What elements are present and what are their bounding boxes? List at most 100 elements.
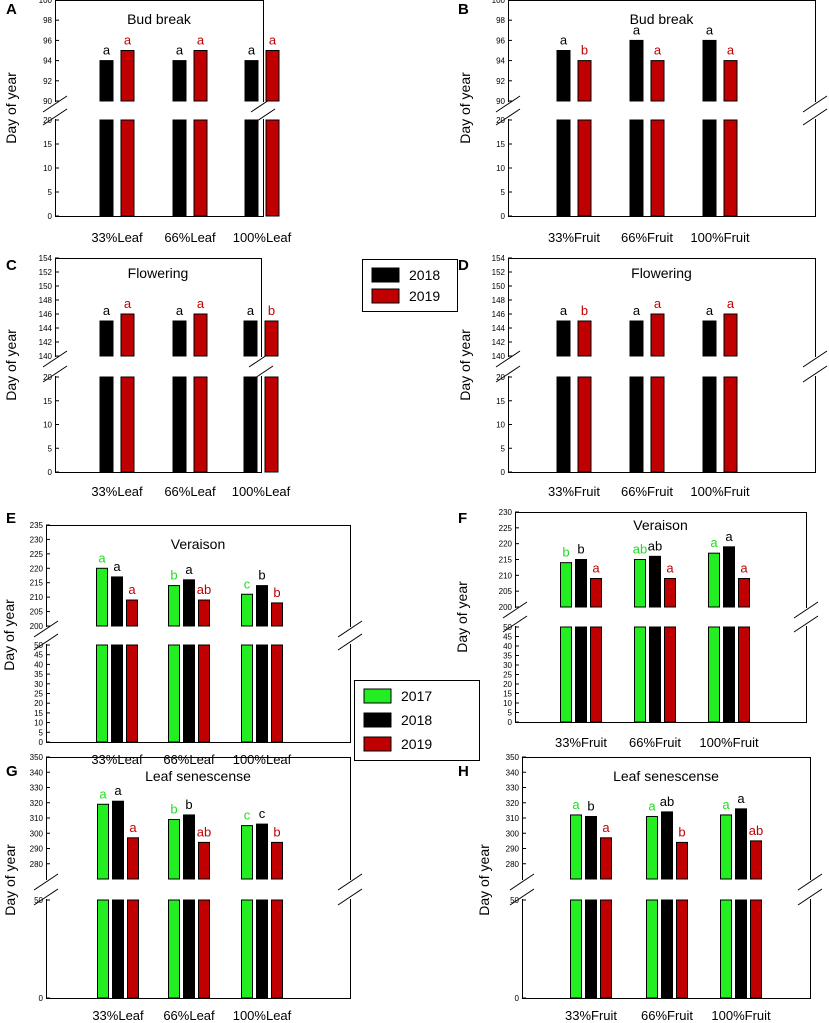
y-tick-label: 25: [34, 690, 43, 699]
y-tick-label: 350: [506, 753, 520, 762]
bar-lower-2018: [661, 899, 673, 999]
y-tick-label: 96: [496, 36, 505, 45]
y-axis-label: Day of year: [457, 72, 473, 144]
axis-break-right: [261, 102, 266, 119]
chart-panel-a: A Bud break Day of year 90 92 94 96 98 100 0 5 10 15…: [3, 0, 292, 245]
y-tick-label: 215: [30, 579, 44, 588]
bar-lower-2019: [676, 899, 688, 999]
bar-upper-2019: [650, 60, 665, 102]
break-slash: [793, 601, 819, 619]
legend-label: 2018: [409, 267, 440, 283]
y-tick-label: 94: [43, 57, 52, 66]
bar-upper-2019: [590, 578, 602, 608]
y-tick-label: 144: [492, 324, 506, 333]
bar-lower-2019: [127, 899, 139, 999]
significance-letter: a: [247, 303, 255, 318]
bar-upper-2018: [735, 808, 747, 880]
significance-letter: a: [560, 303, 568, 318]
bar-lower-2018: [702, 119, 717, 217]
break-slash: [33, 633, 59, 651]
break-slash: [495, 95, 521, 113]
y-tick-label: 15: [43, 140, 52, 149]
bar-lower-2019: [738, 626, 750, 723]
y-tick-label: 50: [34, 641, 43, 650]
y-tick-label: 200: [30, 622, 44, 631]
legend-label: 2018: [401, 712, 432, 728]
bar-lower-2018: [702, 376, 717, 473]
plot-frame: [55, 258, 262, 473]
y-tick-label: 280: [30, 860, 44, 869]
y-tick-label: 310: [506, 814, 520, 823]
y-tick-label: 340: [506, 768, 520, 777]
y-tick-label: 5: [48, 444, 53, 453]
bar-upper-2019: [126, 599, 138, 627]
significance-letter: b: [273, 824, 280, 839]
y-tick-label: 96: [43, 36, 52, 45]
bar-lower-2018: [585, 899, 597, 999]
y-tick-label: 30: [503, 661, 512, 670]
y-tick-label: 5: [48, 188, 53, 197]
axis-break-left: [44, 627, 49, 644]
x-tick-label: 66%Leaf: [163, 752, 215, 767]
bar-lower-2017: [96, 644, 108, 743]
bar-upper-2018: [256, 823, 268, 880]
y-tick-label: 30: [34, 680, 43, 689]
bar-lower-2019: [650, 119, 665, 217]
x-tick-label: 33%Fruit: [565, 1008, 617, 1023]
y-tick-label: 35: [34, 670, 43, 679]
break-slash: [802, 365, 828, 383]
bar-lower-2019: [120, 119, 135, 217]
y-tick-label: 146: [39, 310, 53, 319]
y-axis-label: Day of year: [454, 581, 470, 653]
significance-letter: b: [587, 798, 594, 813]
legend-top: 2018 2019: [362, 259, 458, 312]
bar-lower-2019: [664, 626, 676, 723]
legend-swatch: [363, 688, 392, 704]
y-tick-label: 144: [39, 324, 53, 333]
bar-upper-2018: [183, 814, 195, 880]
significance-letter: a: [706, 303, 714, 318]
chart-title: Flowering: [631, 265, 692, 281]
x-tick-label: 100%Fruit: [690, 484, 750, 499]
bar-upper-2019: [193, 313, 208, 357]
break-slash: [802, 350, 828, 368]
significance-letter: a: [103, 303, 111, 318]
x-tick-label: 100%Leaf: [232, 484, 291, 499]
significance-letter: b: [258, 568, 265, 583]
significance-letter: b: [581, 303, 588, 318]
bar-lower-2018: [183, 899, 195, 999]
bar-upper-2019: [750, 840, 762, 880]
significance-letter: a: [99, 786, 107, 801]
y-tick-label: 0: [501, 212, 506, 221]
bar-upper-2018: [172, 320, 187, 357]
axis-break-right: [804, 608, 809, 626]
bar-upper-2017: [241, 825, 253, 880]
significance-letter: b: [170, 568, 177, 583]
break-slash: [42, 95, 68, 113]
break-slash: [495, 365, 521, 383]
significance-letter: b: [678, 824, 685, 839]
significance-letter: ab: [197, 582, 211, 597]
bar-upper-2019: [271, 602, 283, 627]
y-tick-label: 10: [503, 699, 512, 708]
bar-lower-2017: [97, 899, 109, 999]
y-tick-label: 10: [496, 421, 505, 430]
y-tick-label: 94: [496, 57, 505, 66]
chart-title: Veraison: [633, 517, 687, 533]
chart-panel-h: H Leaf senescense Day of year 280 290 300 310 3…: [458, 753, 823, 1023]
break-slash: [802, 108, 828, 126]
axis-break-left: [53, 102, 58, 119]
y-axis-label: Day of year: [3, 72, 19, 144]
bar-upper-2019: [676, 841, 688, 880]
y-tick-label: 98: [496, 16, 505, 25]
bar-upper-2018: [702, 39, 717, 102]
x-tick-label: 100%Fruit: [711, 1008, 771, 1023]
break-slash: [509, 888, 535, 906]
y-tick-label: 15: [34, 709, 43, 718]
chart-title: Veraison: [171, 536, 225, 552]
bar-upper-2019: [738, 578, 750, 608]
bar-lower-2018: [556, 119, 571, 217]
y-tick-label: 92: [43, 77, 52, 86]
